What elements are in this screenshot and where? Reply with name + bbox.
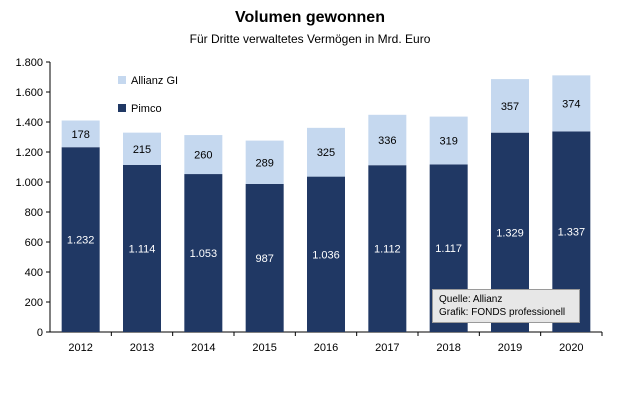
data-label-allianz: 374 bbox=[562, 98, 580, 110]
y-tick-label: 1.800 bbox=[15, 57, 43, 69]
data-label-pimco: 1.117 bbox=[435, 243, 462, 255]
x-tick-label: 2019 bbox=[498, 342, 522, 354]
y-tick-label: 1.200 bbox=[15, 147, 43, 159]
x-tick-label: 2012 bbox=[68, 342, 92, 354]
data-label-pimco: 1.329 bbox=[496, 227, 524, 239]
bar-allianz bbox=[184, 135, 223, 175]
data-label-allianz: 260 bbox=[194, 150, 212, 162]
chart-subtitle: Für Dritte verwaltetes Vermögen in Mrd. … bbox=[189, 32, 431, 46]
data-label-allianz: 325 bbox=[317, 147, 335, 159]
legend-label-allianz: Allianz GI bbox=[131, 75, 178, 87]
chart-title: Volumen gewonnen bbox=[235, 9, 385, 26]
bar-pimco bbox=[245, 183, 284, 332]
y-tick-label: 800 bbox=[25, 207, 43, 219]
bar-allianz bbox=[429, 116, 468, 165]
data-label-allianz: 289 bbox=[255, 157, 273, 169]
bar-allianz bbox=[123, 132, 161, 165]
credit-line: Grafik: FONDS professionell bbox=[439, 307, 566, 318]
x-tick-label: 2014 bbox=[191, 342, 215, 354]
data-label-allianz: 215 bbox=[133, 144, 151, 156]
x-tick-label: 2016 bbox=[314, 342, 338, 354]
x-tick-label: 2013 bbox=[130, 342, 154, 354]
data-label-allianz: 336 bbox=[378, 135, 396, 147]
data-label-allianz: 319 bbox=[439, 136, 457, 148]
data-label-pimco: 987 bbox=[255, 253, 273, 265]
bar-allianz bbox=[368, 114, 407, 166]
y-tick-label: 1.600 bbox=[15, 87, 43, 99]
source-line: Quelle: Allianz bbox=[439, 294, 503, 305]
data-label-pimco: 1.112 bbox=[374, 244, 401, 256]
data-label-pimco: 1.114 bbox=[129, 243, 156, 255]
data-label-pimco: 1.053 bbox=[190, 248, 218, 260]
data-label-allianz: 357 bbox=[501, 101, 519, 113]
data-label-pimco: 1.337 bbox=[558, 227, 586, 239]
y-tick-label: 600 bbox=[25, 237, 43, 249]
legend-label-pimco: Pimco bbox=[131, 103, 162, 115]
y-tick-label: 1.000 bbox=[15, 177, 43, 189]
bar-allianz bbox=[552, 75, 591, 132]
x-tick-label: 2017 bbox=[375, 342, 399, 354]
bar-pimco bbox=[307, 176, 345, 332]
legend-swatch-allianz bbox=[118, 76, 126, 84]
bar-allianz bbox=[245, 140, 284, 184]
data-label-pimco: 1.036 bbox=[312, 249, 340, 261]
bar-pimco bbox=[61, 147, 100, 332]
y-tick-label: 1.400 bbox=[15, 117, 43, 129]
bar-pimco bbox=[123, 164, 161, 332]
bar-allianz bbox=[61, 120, 100, 148]
bar-allianz bbox=[491, 79, 529, 133]
data-label-allianz: 178 bbox=[71, 129, 89, 141]
data-label-pimco: 1.232 bbox=[67, 235, 95, 247]
bar-pimco bbox=[184, 174, 223, 332]
bar-pimco bbox=[368, 165, 407, 332]
y-tick-label: 0 bbox=[37, 327, 43, 339]
x-tick-label: 2018 bbox=[436, 342, 460, 354]
y-tick-label: 200 bbox=[25, 297, 43, 309]
legend-swatch-pimco bbox=[118, 104, 126, 112]
source-box: Quelle: Allianz Grafik: FONDS profession… bbox=[432, 289, 580, 323]
x-tick-label: 2020 bbox=[559, 342, 583, 354]
x-tick-label: 2015 bbox=[252, 342, 276, 354]
y-tick-label: 400 bbox=[25, 267, 43, 279]
bar-allianz bbox=[307, 127, 345, 177]
